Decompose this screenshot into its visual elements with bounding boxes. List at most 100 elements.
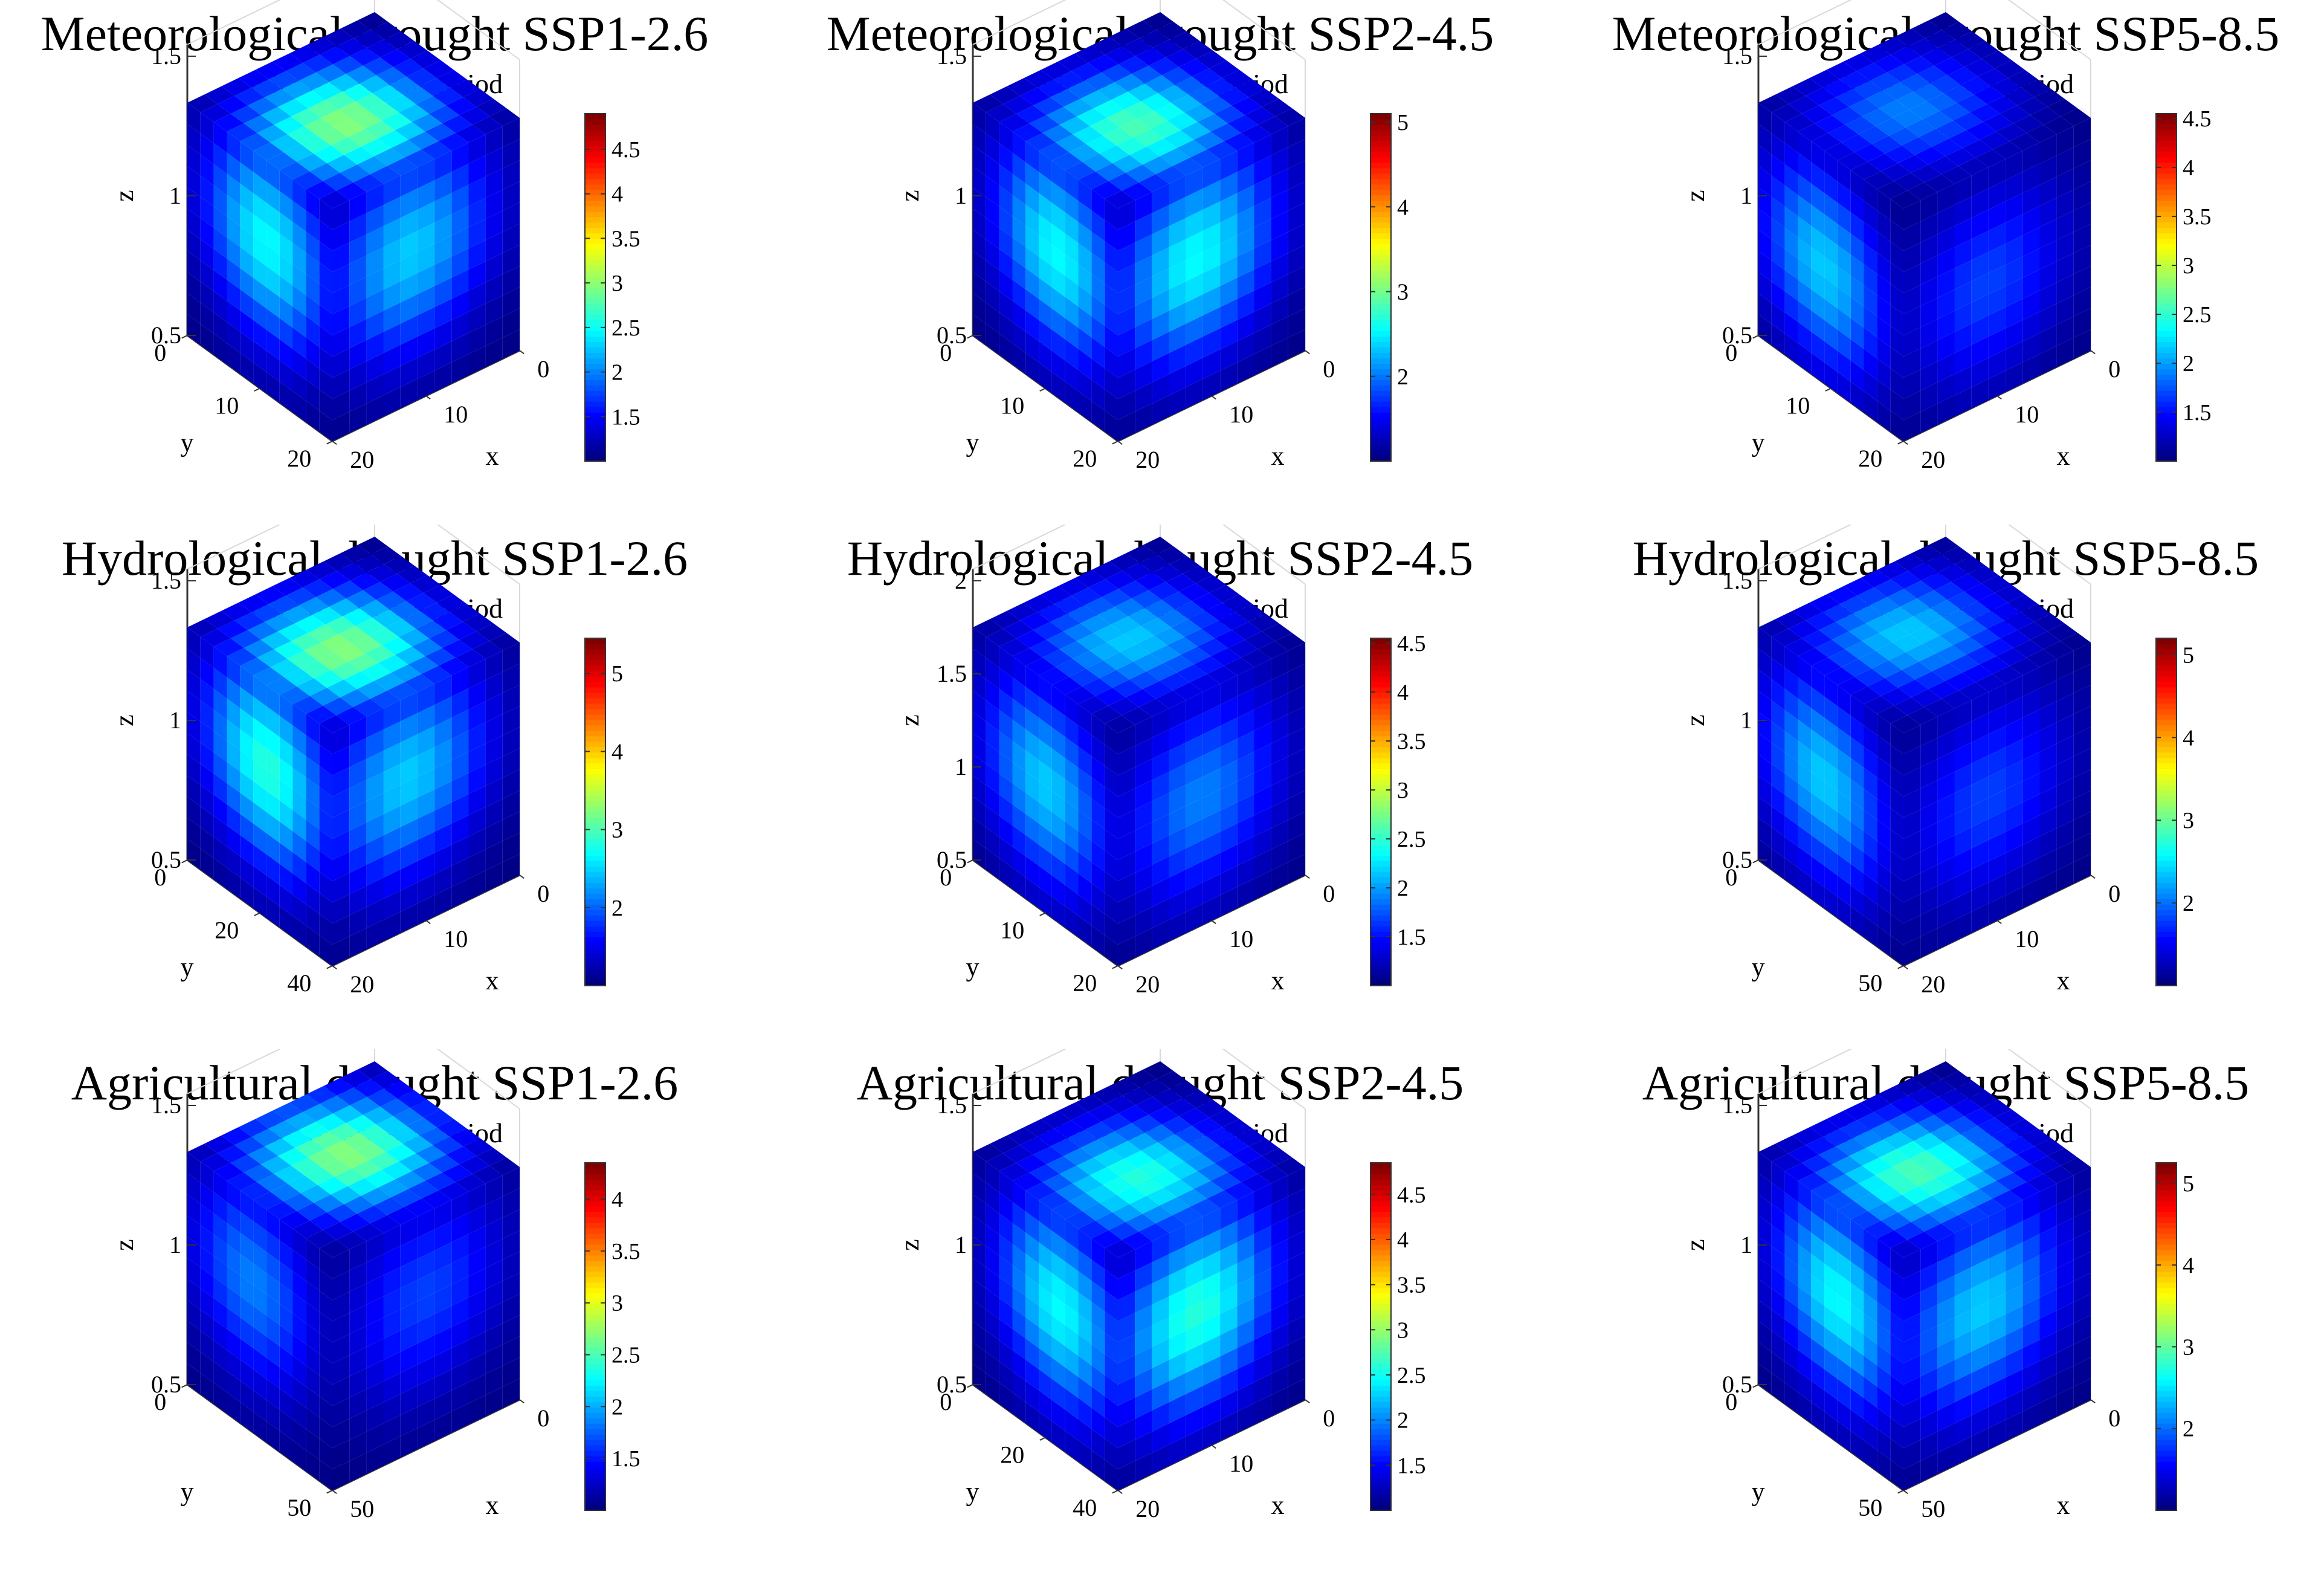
side-face-cell <box>1824 299 1838 330</box>
side-face-cell <box>973 1152 986 1183</box>
side-face-cell <box>213 1213 227 1244</box>
top-face-cell <box>374 1197 405 1215</box>
front-face-cell <box>349 1262 367 1292</box>
side-face-cell <box>319 871 332 902</box>
front-face-cell <box>1220 844 1238 875</box>
front-face-cell <box>1954 1351 1972 1382</box>
side-face-cell <box>1091 1238 1105 1270</box>
front-face-cell <box>1954 1224 1972 1255</box>
side-face-cell <box>187 733 201 764</box>
front-face-cell <box>332 327 350 357</box>
front-face-cell <box>1118 725 1135 754</box>
colorbar-band <box>1370 254 1391 261</box>
front-face-cell <box>1169 848 1186 878</box>
side-face-cell <box>253 172 266 203</box>
front-face-cell <box>1288 748 1305 778</box>
colorbar-tick-label: 2.5 <box>1397 1363 1426 1388</box>
top-face-cell <box>323 553 354 571</box>
front-face-cell <box>1220 150 1238 181</box>
front-face-cell <box>1903 1270 1921 1300</box>
colorbar-band <box>2156 1217 2177 1223</box>
side-face-cell <box>1078 852 1092 884</box>
colorbar-tick-label: 3.5 <box>612 226 641 251</box>
top-face-cell <box>1924 1223 1955 1241</box>
colorbar-band <box>2156 135 2177 141</box>
side-face-cell <box>1105 326 1118 357</box>
side-face-cell <box>319 935 332 966</box>
side-face-cell <box>999 1298 1013 1329</box>
top-face-cell <box>1105 571 1136 589</box>
front-face-cell <box>1971 357 1989 387</box>
colorbar-band <box>1370 390 1391 396</box>
front-face-cell <box>2022 1297 2040 1327</box>
front-face-cell <box>2073 1379 2091 1408</box>
front-face-cell <box>2039 1289 2057 1319</box>
top-face-cell <box>282 80 312 99</box>
front-face-cell <box>1254 1374 1271 1403</box>
top-face-cell <box>1862 633 1893 651</box>
top-face-cell <box>1122 1231 1152 1250</box>
side-face-cell <box>1051 1315 1065 1347</box>
colorbar-band <box>585 1369 605 1375</box>
side-face-cell <box>200 763 214 795</box>
colorbar-band <box>585 1255 605 1261</box>
side-face-cell <box>1824 1221 1838 1252</box>
colorbar-frame <box>2155 638 2177 986</box>
colorbar-band <box>1370 244 1391 250</box>
colorbar-band <box>1370 260 1391 267</box>
colorbar-band <box>1370 265 1391 272</box>
front-face-cell <box>1152 205 1169 234</box>
side-face-cell <box>1877 295 1891 326</box>
top-face-cell <box>1106 634 1137 652</box>
top-face-cell <box>1092 1085 1123 1104</box>
top-face-cell <box>296 1203 327 1221</box>
front-face-cell <box>1202 265 1221 294</box>
side-face-cell <box>1864 1229 1877 1260</box>
front-face-cell <box>1920 1452 1938 1483</box>
colorbar-frame <box>584 638 606 986</box>
front-face-cell <box>502 854 520 884</box>
side-face-cell <box>1890 1248 1903 1279</box>
front-face-cell <box>502 642 520 672</box>
side-face-cell <box>1850 254 1864 286</box>
top-face-cell <box>1124 1150 1154 1169</box>
side-face-cell <box>1758 209 1772 239</box>
top-face-cell <box>1792 603 1823 621</box>
colorbar-band <box>585 1347 605 1354</box>
side-face-cell <box>1890 935 1903 966</box>
side-face-cell <box>292 328 306 359</box>
colorbar-band <box>1370 1478 1391 1484</box>
front-face-cell <box>2006 1369 2023 1399</box>
colorbar-band <box>585 347 605 353</box>
colorbar-band <box>1370 1489 1391 1495</box>
front-face-cell <box>2039 1247 2057 1276</box>
side-face-cell <box>187 1215 201 1246</box>
side-face-cell <box>253 1348 266 1379</box>
front-face-cell <box>1288 833 1305 862</box>
front-face-cell <box>1135 1410 1152 1440</box>
front-face-cell <box>2056 1281 2074 1311</box>
colorbar-band <box>585 1325 605 1332</box>
side-face-cell <box>200 154 214 186</box>
side-face-cell <box>1798 740 1812 772</box>
front-face-cell <box>1271 231 1288 262</box>
front-face-cell <box>485 337 503 367</box>
colorbar-band <box>2156 1353 2177 1359</box>
side-face-cell <box>973 691 986 722</box>
top-face-cell <box>1958 1206 1989 1225</box>
front-face-cell <box>1954 890 1972 920</box>
top-face-cell <box>302 579 333 597</box>
side-face-cell <box>1025 247 1039 278</box>
top-face-cell <box>1856 63 1887 81</box>
top-face-cell <box>1067 80 1098 99</box>
colorbar-band <box>1370 823 1391 829</box>
top-face-cell <box>986 629 1016 647</box>
colorbar-band <box>2156 320 2177 326</box>
side-face-cell <box>240 1253 254 1285</box>
front-face-cell <box>1152 1360 1169 1389</box>
side-face-cell <box>1105 766 1118 797</box>
top-face-cell <box>187 94 218 112</box>
side-face-cell <box>1105 1290 1118 1321</box>
side-face-cell <box>1864 370 1877 401</box>
colorbar-band <box>2156 1489 2177 1495</box>
